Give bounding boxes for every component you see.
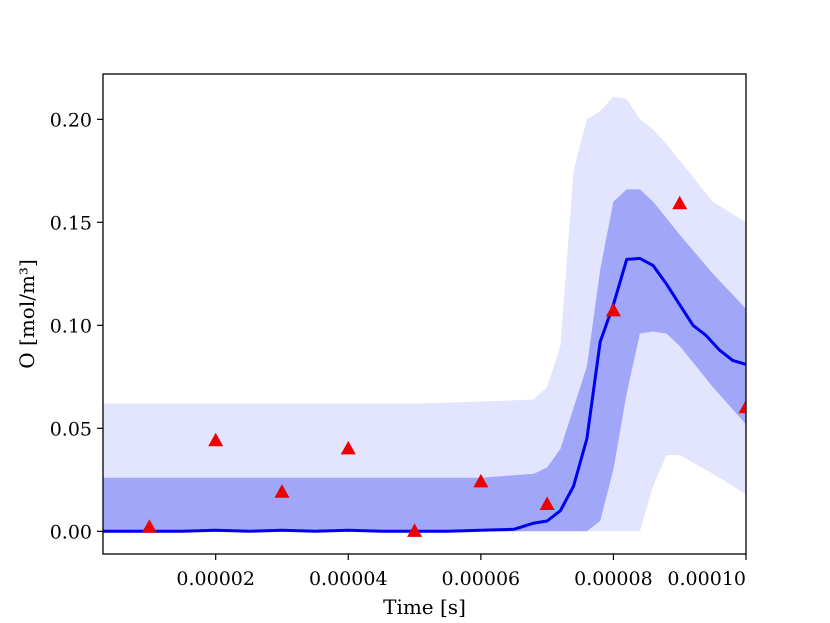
y-tick-label: 0.10 xyxy=(50,315,92,337)
x-tick-label: 0.00006 xyxy=(442,568,521,590)
y-tick-label: 0.05 xyxy=(50,418,92,440)
x-tick-label: 0.00008 xyxy=(574,568,653,590)
y-tick-label: 0.00 xyxy=(50,521,92,543)
x-axis: 0.00002 0.00004 0.00006 0.00008 0.00010 xyxy=(176,554,747,590)
y-axis-label: O [mol/m³] xyxy=(15,259,39,368)
measurement-marker xyxy=(141,519,157,533)
measurement-marker xyxy=(738,399,746,414)
measurement-marker xyxy=(605,302,621,317)
plot-frame xyxy=(102,73,747,555)
measurement-markers xyxy=(141,195,746,537)
measurement-marker xyxy=(672,195,688,210)
y-axis: 0.00 0.05 0.10 0.15 0.20 xyxy=(50,109,103,543)
measurement-marker xyxy=(274,484,290,498)
measurement-marker xyxy=(473,473,489,488)
measurement-marker xyxy=(340,440,356,455)
y-tick-label: 0.20 xyxy=(50,109,92,131)
x-tick-label: 0.00004 xyxy=(309,568,388,590)
x-axis-label: Time [s] xyxy=(383,595,466,619)
mean-line xyxy=(103,256,746,533)
x-tick-label: 0.00002 xyxy=(176,568,255,590)
measurement-marker xyxy=(208,432,224,447)
x-tick-label: 0.00010 xyxy=(667,568,746,590)
measurement-marker xyxy=(539,496,555,511)
y-tick-label: 0.15 xyxy=(50,212,92,234)
measurement-marker xyxy=(407,523,423,537)
